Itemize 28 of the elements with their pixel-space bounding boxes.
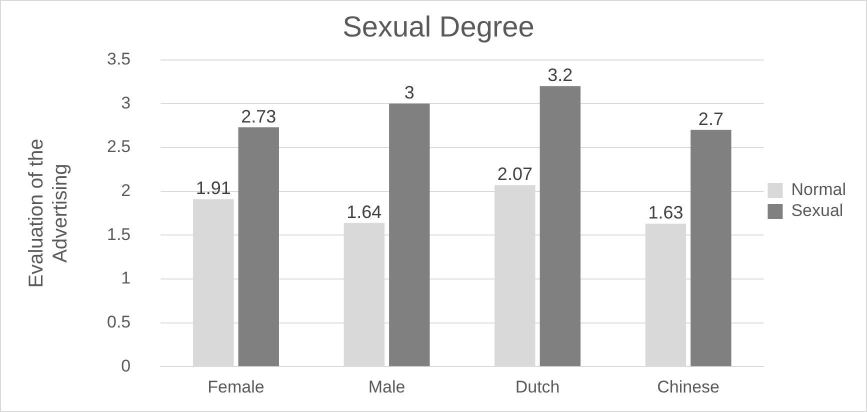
y-tick-label: 1 — [121, 268, 131, 288]
data-label: 2.73 — [241, 106, 276, 126]
y-axis-title: Evaluation of the Advertising — [26, 138, 72, 288]
legend-label: Normal — [791, 180, 846, 200]
legend-label: Sexual — [791, 201, 844, 220]
y-tick-label: 2.5 — [106, 137, 131, 156]
y-tick-label: 3.5 — [106, 49, 131, 68]
data-label: 2.7 — [698, 108, 724, 129]
data-label: 1.63 — [648, 202, 684, 223]
x-tick-label: Dutch — [515, 377, 560, 396]
bar — [238, 127, 279, 366]
bar — [690, 130, 732, 366]
chart-title: Sexual Degree — [342, 11, 534, 44]
data-label: 3 — [404, 82, 414, 103]
y-tick-label: 1.5 — [106, 224, 131, 244]
y-tick-label: 3 — [121, 93, 131, 112]
data-label: 1.64 — [346, 202, 382, 222]
x-tick-label: Male — [368, 377, 406, 396]
bar — [540, 86, 581, 366]
x-tick-label: Chinese — [657, 377, 720, 396]
data-label: 3.2 — [548, 65, 573, 86]
y-tick-label: 0.5 — [106, 312, 131, 332]
y-tick-label: 0 — [121, 356, 131, 376]
y-tick-label: 2 — [121, 180, 131, 200]
x-tick-label: Female — [208, 377, 264, 396]
bar — [389, 104, 430, 366]
data-label: 1.91 — [196, 178, 231, 198]
data-label: 2.07 — [497, 164, 532, 184]
